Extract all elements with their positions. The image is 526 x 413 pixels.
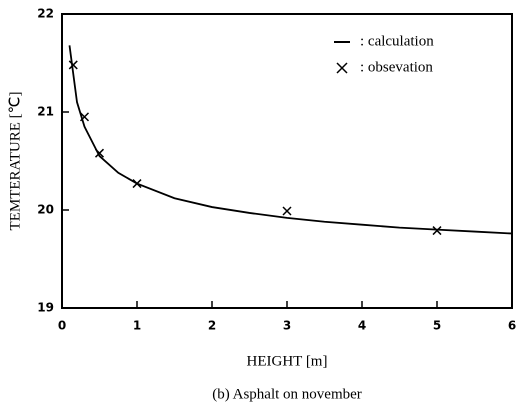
data-point — [79, 112, 90, 122]
y-tick-label: 22 — [37, 7, 54, 21]
x-tick-label: 5 — [433, 319, 441, 333]
x-tick-label: 3 — [283, 319, 291, 333]
legend-label: : obsevation — [360, 59, 433, 75]
x-tick-label: 1 — [133, 319, 141, 333]
legend-symbol — [336, 62, 348, 74]
data-point — [132, 179, 142, 189]
legend-label: : calculation — [360, 33, 434, 49]
y-tick-label: 20 — [37, 203, 54, 217]
plot-frame — [61, 13, 513, 309]
x-tick-label: 2 — [208, 319, 216, 333]
data-line — [68, 45, 513, 235]
x-tick-label: 0 — [58, 319, 66, 333]
data-point — [282, 206, 292, 216]
caption: (b) Asphalt on november — [212, 386, 362, 402]
x-axis-title: HEIGHT [m] — [247, 353, 328, 369]
x-tick-label: 4 — [358, 319, 366, 333]
x-tick-label: 6 — [508, 319, 516, 333]
data-point — [432, 226, 442, 236]
data-point — [68, 60, 78, 70]
y-tick-label: 21 — [37, 105, 54, 119]
y-tick-label: 19 — [37, 301, 54, 315]
data-point — [94, 148, 105, 158]
y-axis-title: TEMTERATURE [℃] — [7, 92, 23, 231]
